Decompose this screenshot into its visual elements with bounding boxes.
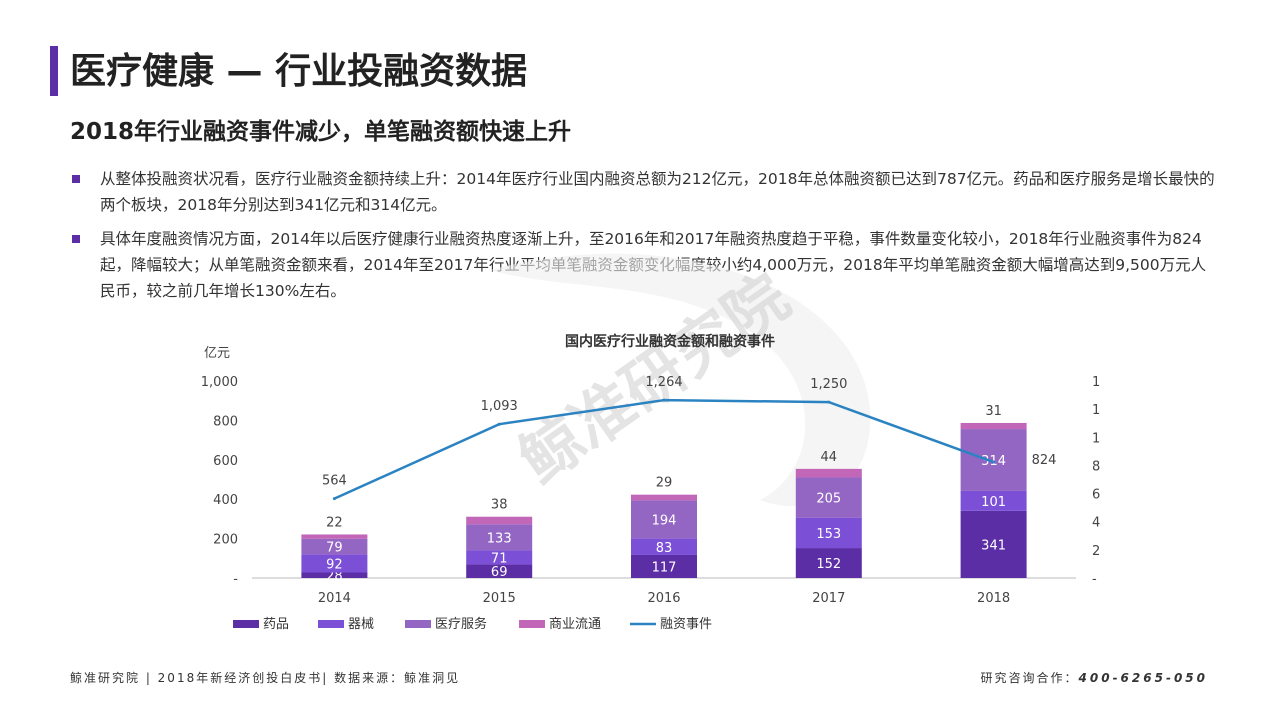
line-value-label: 824 (1032, 453, 1057, 468)
line-value-label: 1,093 (481, 399, 518, 414)
footer-contact: 研究咨询合作：400-6265-050 (981, 669, 1208, 686)
y-tick-left: 200 (213, 533, 238, 548)
legend-label: 商业流通 (549, 617, 601, 632)
bullet-item-1: 从整体投融资状况看，医疗行业融资金额持续上升：2014年医疗行业国内融资总额为2… (70, 166, 1220, 218)
x-tick-label: 2014 (318, 591, 351, 606)
legend-label: 医疗服务 (435, 616, 487, 632)
bar-segment (301, 538, 368, 555)
line-point (662, 398, 666, 402)
bar-value-label: 133 (487, 531, 512, 546)
bar-segment (301, 554, 368, 573)
bar-segment (631, 494, 697, 501)
bar-segment (466, 524, 533, 551)
bar-segment (466, 564, 533, 578)
square-bullet-icon (72, 175, 80, 183)
bar-value-label: 153 (816, 527, 841, 542)
y-tick-right: 1,000 (1092, 431, 1100, 446)
x-tick-label: 2018 (977, 591, 1010, 606)
bullet-text-2: 具体年度融资情况方面，2014年以后医疗健康行业融资热度逐渐上升，至2016年和… (100, 230, 1207, 300)
bar-segment (960, 490, 1027, 511)
x-tick-label: 2017 (812, 591, 845, 606)
line-value-label: 564 (322, 474, 347, 489)
bar-segment (301, 572, 368, 578)
bullet-text-1: 从整体投融资状况看，医疗行业融资金额持续上升：2014年医疗行业国内融资总额为2… (100, 170, 1215, 214)
line-point (332, 497, 336, 501)
legend-swatch (405, 620, 431, 628)
y-tick-left: - (233, 572, 238, 587)
bar-value-label: 38 (491, 498, 508, 513)
bar-value-label: 29 (656, 476, 673, 491)
bar-segment (301, 534, 368, 539)
y-axis-left-label: 亿元 (204, 346, 230, 361)
bar-value-label: 69 (491, 565, 508, 580)
title-accent-bar (50, 46, 58, 96)
bar-value-label: 44 (821, 450, 838, 465)
legend-swatch (519, 620, 545, 628)
y-tick-left: 600 (213, 454, 238, 469)
line-value-label: 1,264 (645, 375, 682, 390)
bullet-item-2: 具体年度融资情况方面，2014年以后医疗健康行业融资热度逐渐上升，至2016年和… (70, 226, 1220, 304)
bar-segment (960, 429, 1027, 491)
bar-segment (960, 422, 1027, 430)
y-tick-right: 600 (1092, 488, 1100, 503)
bar-value-label: 92 (326, 557, 343, 572)
y-tick-right: 200 (1092, 544, 1100, 559)
bar-segment (631, 554, 697, 578)
bar-value-label: 194 (652, 513, 677, 528)
contact-label: 研究咨询合作： (980, 671, 1079, 685)
bar-segment (631, 500, 697, 539)
legend-label: 药品 (263, 617, 289, 632)
y-tick-right: - (1092, 572, 1097, 587)
y-tick-right: 800 (1092, 459, 1100, 474)
y-tick-left: 1,000 (201, 375, 238, 390)
bar-value-label: 205 (816, 492, 841, 507)
bar-value-label: 83 (656, 541, 673, 556)
contact-phone: 400-6265-050 (1078, 671, 1208, 685)
bar-value-label: 341 (981, 538, 1006, 553)
footer-source: 鲸准研究院 | 2018年新经济创投白皮书| 数据来源：鲸准洞见 (70, 671, 461, 685)
page-title: 医疗健康 — 行业投融资数据 (70, 51, 528, 92)
line-value-label: 1,250 (810, 377, 847, 392)
bar-segment (795, 517, 862, 549)
x-tick-label: 2015 (483, 591, 516, 606)
legend-label: 融资事件 (660, 617, 712, 632)
bar-value-label: 28 (326, 569, 343, 584)
bar-segment (631, 538, 697, 555)
line-point (827, 400, 831, 404)
bar-segment (466, 550, 533, 565)
bar-value-label: 22 (326, 515, 343, 530)
legend-swatch (233, 620, 259, 628)
bar-value-label: 101 (981, 495, 1006, 510)
line-point (497, 422, 501, 426)
y-tick-left: 800 (213, 414, 238, 429)
bar-value-label: 152 (816, 557, 841, 572)
bar-value-label: 71 (491, 551, 508, 566)
line-point (992, 460, 996, 464)
y-tick-left: 400 (213, 493, 238, 508)
bar-segment (795, 548, 862, 578)
y-tick-right: 1,200 (1092, 403, 1100, 418)
legend-swatch (318, 620, 344, 628)
x-tick-label: 2016 (647, 591, 680, 606)
bar-value-label: 117 (652, 560, 677, 575)
y-tick-right: 1,400 (1092, 375, 1100, 390)
bar-segment (466, 516, 533, 525)
bar-value-label: 31 (985, 404, 1002, 419)
bar-segment (795, 477, 862, 518)
square-bullet-icon (72, 235, 80, 243)
legend-label: 器械 (348, 617, 374, 632)
page-subtitle: 2018年行业融资事件减少，单笔融资额快速上升 (70, 119, 572, 145)
bar-segment (795, 468, 862, 478)
chart-title: 国内医疗行业融资金额和融资事件 (565, 333, 775, 350)
financing-chart: 国内医疗行业融资金额和融资事件 亿元 件 -2004006008001,000-… (201, 333, 1100, 632)
bar-value-label: 79 (326, 541, 343, 556)
y-tick-right: 400 (1092, 516, 1100, 531)
bar-segment (960, 510, 1027, 578)
bullet-list: 从整体投融资状况看，医疗行业融资金额持续上升：2014年医疗行业国内融资总额为2… (70, 166, 1220, 312)
